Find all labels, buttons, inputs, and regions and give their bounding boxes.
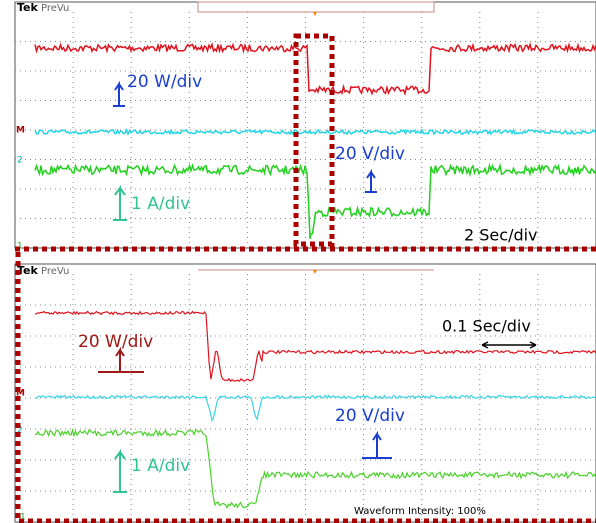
power-scale: 20 W/div xyxy=(127,72,202,92)
marker: 2 xyxy=(17,156,23,166)
scope-screenshot: Tek PreVu M 2 1 20 W/div 1 A/div 20 V/di… xyxy=(0,0,596,523)
brand: Tek xyxy=(17,1,39,14)
time-scale: 2 Sec/div xyxy=(464,226,538,245)
power-scale: 20 W/div xyxy=(78,332,153,352)
time-scale: 0.1 Sec/div xyxy=(442,317,531,336)
marker: M xyxy=(16,126,25,136)
top-record-bar xyxy=(198,2,434,12)
mode: PreVu xyxy=(41,266,69,277)
mode: PreVu xyxy=(41,3,69,14)
intensity: Waveform Intensity: 100% xyxy=(354,506,486,517)
voltage-scale: 20 V/div xyxy=(335,406,405,426)
current-scale: 1 A/div xyxy=(131,194,190,214)
current-scale: 1 A/div xyxy=(131,456,190,476)
bottom-screen xyxy=(15,264,596,522)
top-screen xyxy=(15,2,596,248)
voltage-scale: 20 V/div xyxy=(335,144,405,164)
